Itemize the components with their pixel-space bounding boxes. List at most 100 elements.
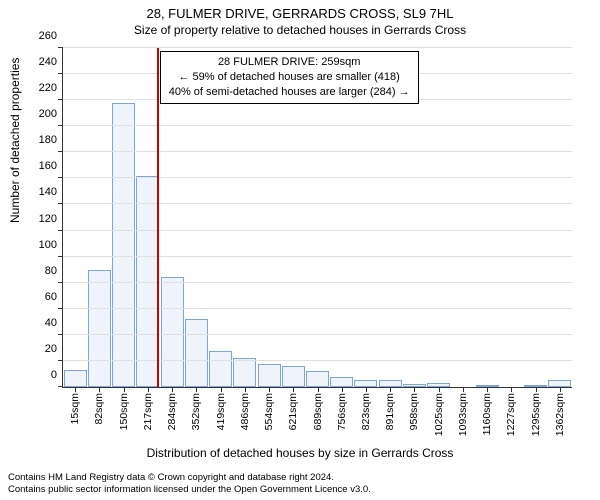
footnote: Contains HM Land Registry data © Crown c… xyxy=(8,472,592,496)
x-tick-label: 1227sqm xyxy=(505,393,517,436)
x-tick-label: 1093sqm xyxy=(457,393,469,436)
grid-line xyxy=(63,151,572,152)
histogram-bar xyxy=(112,103,135,387)
x-tick-label: 756sqm xyxy=(336,393,348,430)
chart-container: 28, FULMER DRIVE, GERRARDS CROSS, SL9 7H… xyxy=(0,0,600,500)
x-tick-mark xyxy=(511,387,512,392)
x-tick-mark xyxy=(366,387,367,392)
y-tick-label: 0 xyxy=(51,369,57,381)
grid-line xyxy=(63,203,572,204)
histogram-bar xyxy=(88,270,111,387)
x-tick-label: 1160sqm xyxy=(481,393,493,435)
x-tick-mark xyxy=(172,387,173,392)
x-tick-label: 352sqm xyxy=(190,393,202,430)
grid-line xyxy=(63,125,572,126)
y-tick-label: 100 xyxy=(39,239,57,251)
annotation-line: ← 59% of detached houses are smaller (41… xyxy=(169,70,410,85)
y-tick-label: 80 xyxy=(45,265,57,277)
x-tick-mark xyxy=(124,387,125,392)
grid-line xyxy=(63,177,572,178)
footnote-line-1: Contains HM Land Registry data © Crown c… xyxy=(8,472,592,484)
y-tick-mark xyxy=(58,256,63,257)
y-tick-mark xyxy=(58,308,63,309)
x-tick-mark xyxy=(293,387,294,392)
annotation-box: 28 FULMER DRIVE: 259sqm← 59% of detached… xyxy=(160,51,419,104)
title-line-2: Size of property relative to detached ho… xyxy=(0,23,600,37)
x-tick-label: 1025sqm xyxy=(433,393,445,436)
histogram-bar xyxy=(306,371,329,387)
x-tick-label: 554sqm xyxy=(263,393,275,430)
grid-line xyxy=(63,47,572,48)
y-tick-label: 160 xyxy=(39,160,57,172)
x-tick-label: 1295sqm xyxy=(530,393,542,436)
x-tick-label: 150sqm xyxy=(118,393,130,430)
y-tick-label: 220 xyxy=(39,82,57,94)
y-tick-mark xyxy=(58,282,63,283)
y-tick-mark xyxy=(58,73,63,74)
histogram-bar xyxy=(161,277,184,387)
x-tick-label: 621sqm xyxy=(287,393,299,430)
x-tick-mark xyxy=(560,387,561,392)
y-tick-mark xyxy=(58,177,63,178)
annotation-line: 28 FULMER DRIVE: 259sqm xyxy=(169,55,410,70)
y-tick-label: 60 xyxy=(45,291,57,303)
x-tick-label: 823sqm xyxy=(360,393,372,430)
y-tick-mark xyxy=(58,47,63,48)
grid-line xyxy=(63,282,572,283)
x-tick-mark xyxy=(439,387,440,392)
y-tick-label: 240 xyxy=(39,56,57,68)
x-tick-mark xyxy=(318,387,319,392)
y-tick-label: 40 xyxy=(45,317,57,329)
x-tick-label: 486sqm xyxy=(239,393,251,430)
grid-line xyxy=(63,308,572,309)
y-tick-mark xyxy=(58,386,63,387)
x-tick-mark xyxy=(342,387,343,392)
x-tick-mark xyxy=(99,387,100,392)
y-tick-mark xyxy=(58,334,63,335)
footnote-line-2: Contains public sector information licen… xyxy=(8,484,592,496)
x-tick-mark xyxy=(390,387,391,392)
x-tick-mark xyxy=(463,387,464,392)
title-line-1: 28, FULMER DRIVE, GERRARDS CROSS, SL9 7H… xyxy=(0,6,600,21)
plot-area: 02040608010012014016018020022024026015sq… xyxy=(62,48,572,388)
x-tick-mark xyxy=(269,387,270,392)
histogram-bar xyxy=(209,351,232,388)
histogram-bar xyxy=(258,364,281,387)
x-tick-label: 419sqm xyxy=(215,393,227,430)
histogram-bar xyxy=(330,377,353,387)
x-tick-label: 82sqm xyxy=(93,393,105,425)
histogram-bar xyxy=(64,370,87,387)
histogram-bar xyxy=(185,319,208,387)
grid-line xyxy=(63,230,572,231)
y-tick-mark xyxy=(58,230,63,231)
y-tick-mark xyxy=(58,360,63,361)
grid-line xyxy=(63,334,572,335)
y-tick-label: 120 xyxy=(39,213,57,225)
y-tick-label: 180 xyxy=(39,134,57,146)
histogram-bar xyxy=(233,358,256,387)
y-tick-label: 260 xyxy=(39,30,57,42)
x-tick-label: 284sqm xyxy=(166,393,178,430)
x-tick-label: 217sqm xyxy=(142,393,154,430)
y-tick-label: 200 xyxy=(39,108,57,120)
x-tick-label: 1362sqm xyxy=(554,393,566,436)
y-tick-mark xyxy=(58,151,63,152)
x-tick-label: 15sqm xyxy=(69,393,81,425)
grid-line xyxy=(63,256,572,257)
y-tick-label: 140 xyxy=(39,186,57,198)
x-tick-mark xyxy=(148,387,149,392)
x-tick-label: 958sqm xyxy=(408,393,420,430)
x-axis-label: Distribution of detached houses by size … xyxy=(0,446,600,460)
x-tick-mark xyxy=(75,387,76,392)
y-tick-mark xyxy=(58,203,63,204)
title-block: 28, FULMER DRIVE, GERRARDS CROSS, SL9 7H… xyxy=(0,6,600,37)
grid-line xyxy=(63,360,572,361)
x-tick-label: 891sqm xyxy=(384,393,396,430)
x-tick-mark xyxy=(196,387,197,392)
x-tick-mark xyxy=(221,387,222,392)
y-axis-label: Number of detached properties xyxy=(8,58,22,223)
y-tick-mark xyxy=(58,125,63,126)
annotation-line: 40% of semi-detached houses are larger (… xyxy=(169,85,410,100)
x-tick-mark xyxy=(245,387,246,392)
x-tick-mark xyxy=(414,387,415,392)
